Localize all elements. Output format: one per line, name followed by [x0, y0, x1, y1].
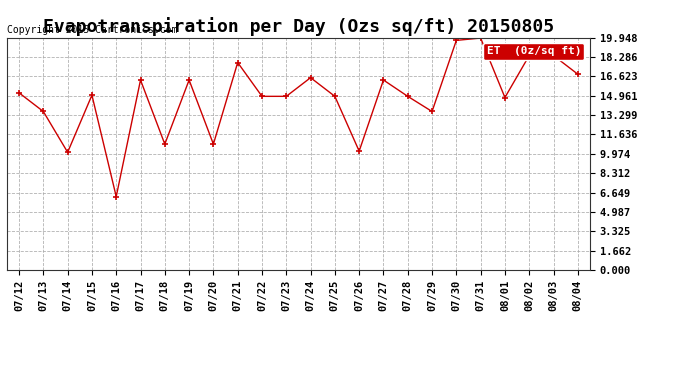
Legend: ET  (0z/sq ft): ET (0z/sq ft)	[483, 43, 584, 60]
Text: Copyright 2015 Cartronics.com: Copyright 2015 Cartronics.com	[7, 25, 177, 35]
Title: Evapotranspiration per Day (Ozs sq/ft) 20150805: Evapotranspiration per Day (Ozs sq/ft) 2…	[43, 17, 554, 36]
